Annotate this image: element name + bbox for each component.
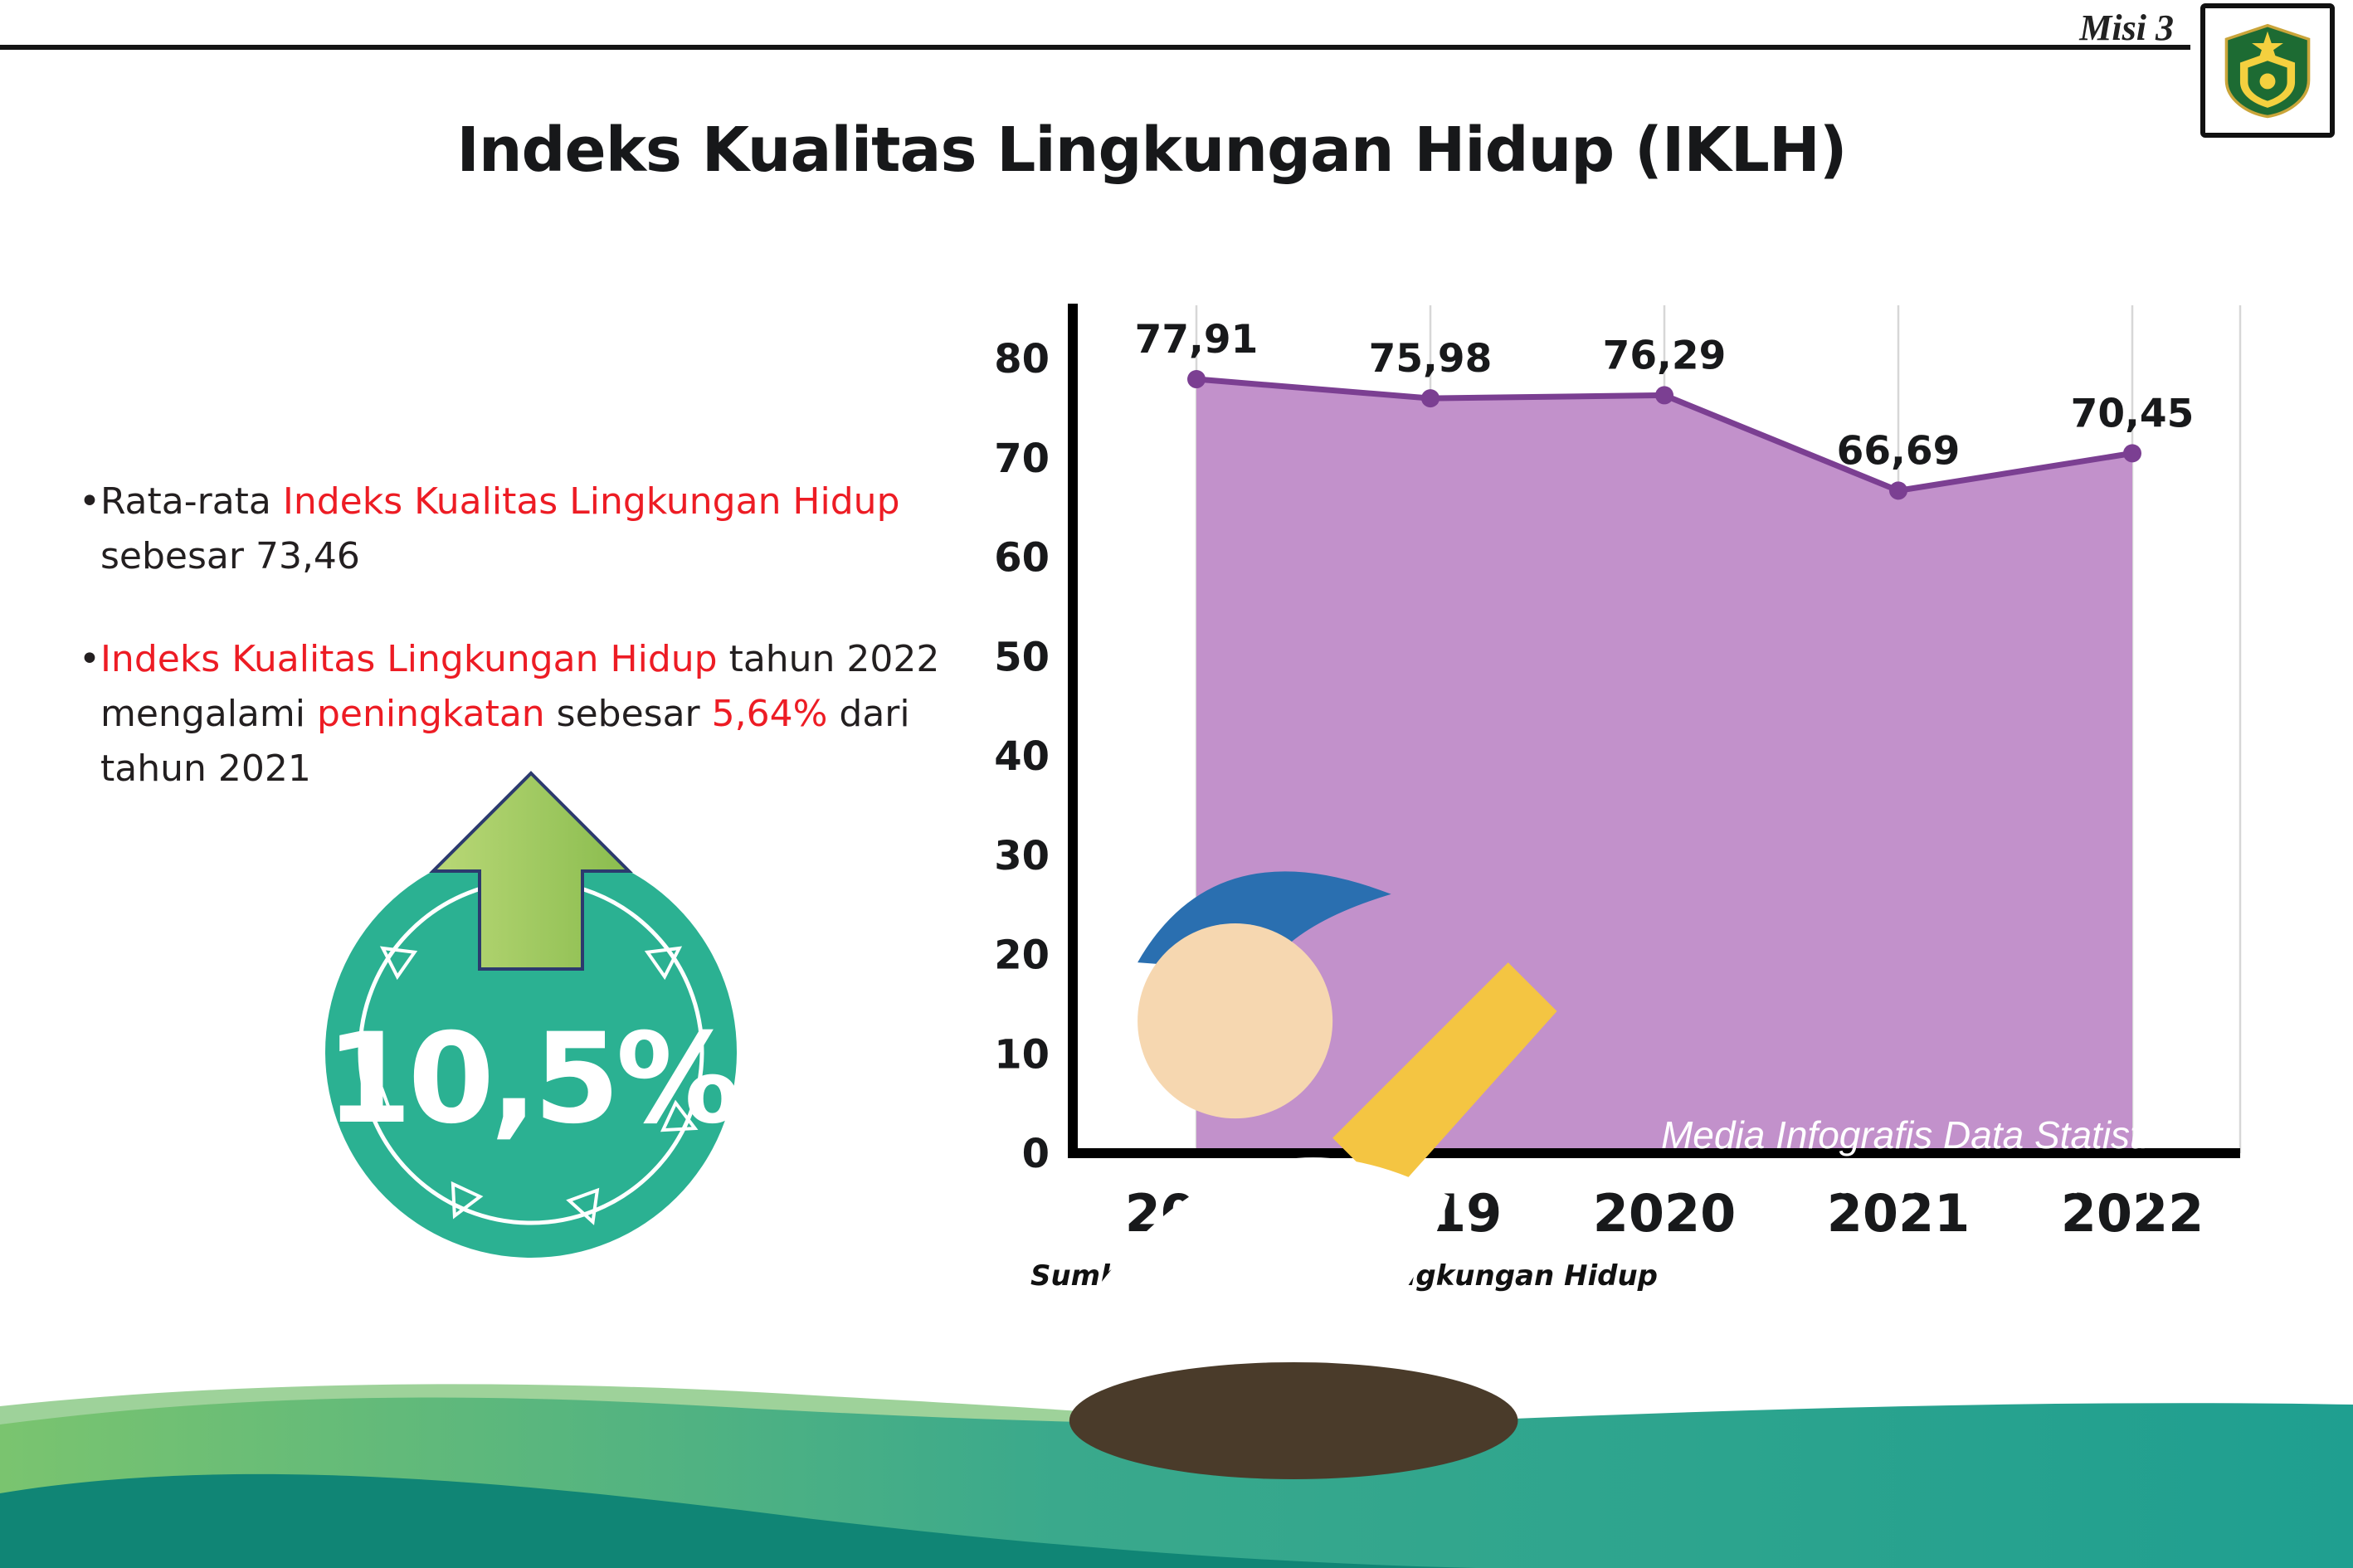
point-label: 77,91: [1135, 317, 1259, 363]
bullet-item: •Rata-rata Indeks Kualitas Lingkungan Hi…: [79, 480, 900, 577]
arrow-up-icon: [429, 771, 633, 971]
y-tick-label: 10: [994, 1031, 1050, 1078]
increase-badge: 10,5%: [325, 771, 741, 1258]
bullet-item: •Indeks Kualitas Lingkungan Hidup tahun …: [79, 638, 940, 790]
kabupaten-madiun-logo: [2200, 3, 2335, 138]
y-tick-label: 70: [994, 436, 1050, 482]
data-point: [1187, 370, 1206, 389]
point-label: 75,98: [1369, 336, 1493, 382]
x-tick-label: 2020: [1593, 1183, 1737, 1244]
coat-of-arms-icon: [2224, 23, 2311, 119]
point-label: 66,69: [1837, 428, 1961, 474]
badge-value: 10,5%: [325, 1007, 737, 1152]
data-point: [1421, 389, 1440, 408]
y-tick-label: 80: [994, 336, 1050, 382]
point-label: 76,29: [1603, 333, 1727, 378]
point-label: 70,45: [2071, 391, 2195, 436]
bullet-list: •Rata-rata Indeks Kualitas Lingkungan Hi…: [79, 475, 975, 845]
footer-caption: Media Infografis Data Statistik Sektoral…: [1660, 1113, 2169, 1201]
y-tick-label: 40: [994, 733, 1050, 780]
footer-caption-group: Media Infografis Data Statistik Sektoral…: [943, 806, 2217, 1508]
footer-wave: Media Infografis Data Statistik Sektoral…: [0, 871, 2353, 1568]
mascot-icon: [1069, 871, 1557, 1479]
y-tick-label: 0: [1022, 1131, 1050, 1177]
page-title: Indeks Kualitas Lingkungan Hidup (IKLH): [456, 114, 1847, 186]
x-tick-label: 2021: [1827, 1183, 1971, 1244]
iklh-area-chart: 77,91 75,98 76,29 66,69 70,45 0 10 20 30 40 50 60 70…: [994, 304, 2242, 1244]
y-tick-label: 50: [994, 634, 1050, 680]
top-divider: [0, 45, 2190, 50]
badge-tick-triangles: [358, 946, 699, 1225]
data-point: [1655, 386, 1673, 405]
y-tick-label: 20: [994, 933, 1050, 979]
area-fill: [1196, 379, 2132, 1154]
x-tick-label: 2022: [2061, 1183, 2204, 1244]
misi-label: Misi 3: [2079, 7, 2174, 48]
y-tick-label: 60: [994, 535, 1050, 582]
data-point: [2123, 444, 2141, 463]
y-tick-label: 30: [994, 833, 1050, 879]
badge-circle: [325, 846, 737, 1258]
data-point: [1889, 481, 1907, 500]
